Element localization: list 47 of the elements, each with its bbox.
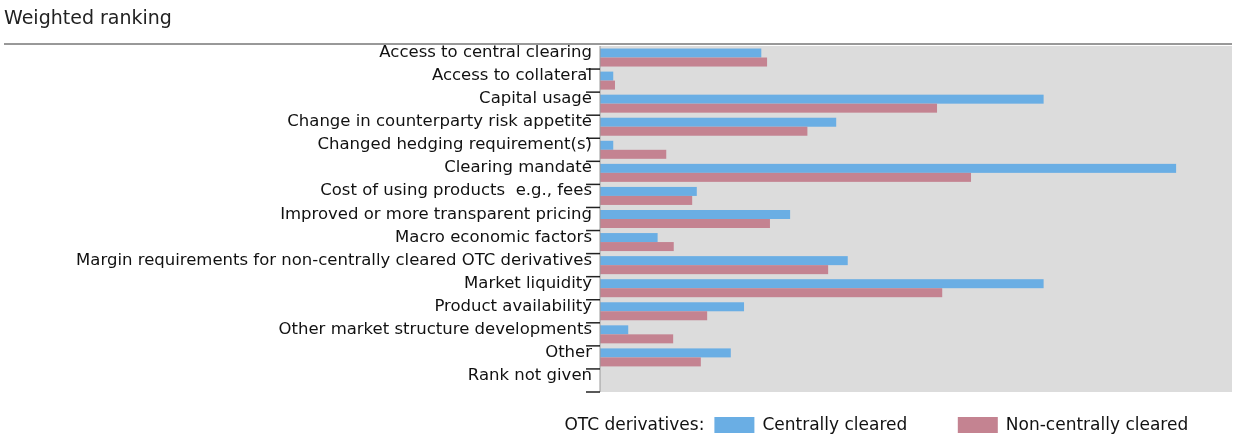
bar [600,265,829,275]
bar [600,172,972,182]
bar [600,94,1044,104]
y-tick-label: Access to central clearing [379,42,592,62]
bar [600,311,708,321]
y-tick-label: Product availability [434,295,593,315]
text: Weighted ranking [4,6,172,28]
bar [600,348,731,358]
bar [600,103,938,113]
legend-label: Non-centrally cleared [1005,414,1189,434]
y-tick-label: Margin requirements for non-centrally cleared OTC derivatives [76,249,592,269]
y-tick-label: Market liquidity [464,272,593,292]
y-tick-label: Capital usage [479,88,592,108]
bar [600,256,848,266]
bar [600,302,745,312]
y-tick-label: Access to collateral [431,65,592,85]
y-tick-label: Improved or more transparent pricing [280,203,592,223]
bar [600,195,693,205]
y-tick-label: Other market structure developments [278,318,592,338]
bar [600,117,837,127]
bar [600,219,770,228]
y-tick-label: Cost of using products e.g., fees [320,180,592,200]
bar [600,186,697,196]
bar [600,233,658,243]
bar [600,149,667,159]
bar [600,80,615,90]
bar [600,126,808,136]
y-tick-label: Macro economic factors [395,226,592,246]
y-tick-label: Other [545,341,593,361]
bar [600,71,614,81]
bar [600,325,629,335]
bar [600,210,791,219]
bar [600,57,768,67]
legend-title: OTC derivatives: [564,414,705,434]
bar [600,357,701,367]
bar [600,242,674,252]
bar [600,163,1177,173]
bar [600,140,614,150]
y-tick-label: Rank not given [467,364,592,384]
bar [600,48,762,58]
y-tick-label: Clearing mandate [444,157,592,177]
bar [600,279,1044,289]
y-tick-label: Changed hedging requirement(s) [317,134,592,154]
bar [600,334,674,344]
legend-label: Centrally cleared [762,414,908,434]
y-tick-label: Change in counterparty risk appetite [287,111,592,131]
bar [600,288,943,298]
